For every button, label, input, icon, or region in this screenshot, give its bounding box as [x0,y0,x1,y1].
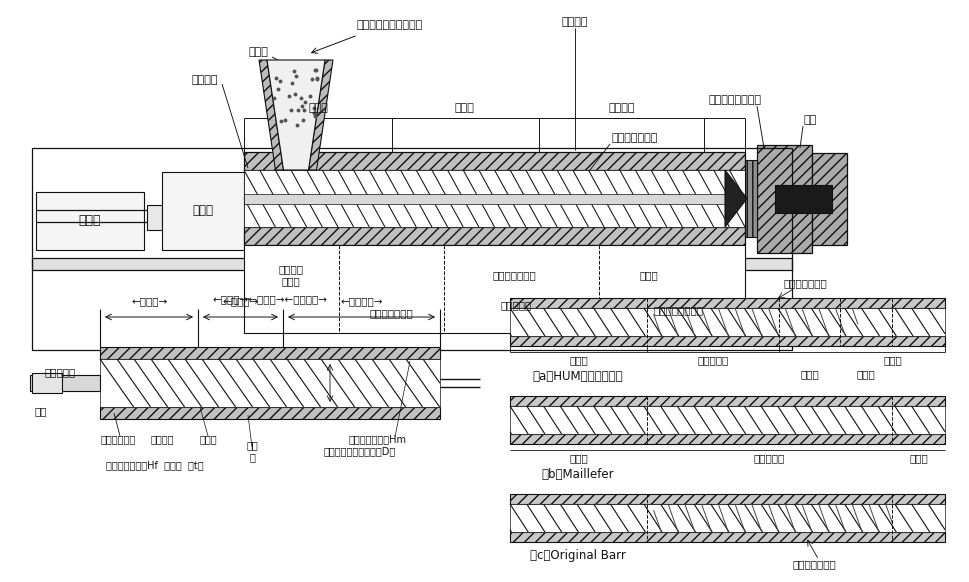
Text: ←供給部→: ←供給部→ [131,296,168,306]
Text: ←計量化部→: ←計量化部→ [340,296,383,306]
Bar [32,148,791,350]
Text: 混合笰: 混合笰 [799,369,818,379]
Text: ダイ: ダイ [802,115,816,125]
Text: 溶融遅延
ゾーン: 溶融遅延 ゾーン [278,264,303,286]
Text: 溶融促進部: 溶融促進部 [697,355,728,365]
Text: スクリュ軸: スクリュ軸 [45,367,77,377]
Bar [244,170,744,227]
Polygon shape [308,60,332,170]
Bar [244,245,744,333]
Bar [100,359,440,407]
Text: 減速機: 減速機 [192,204,213,218]
Text: スクリュ基部: スクリュ基部 [100,434,136,444]
Text: ピッチスクリュ外径（D）: ピッチスクリュ外径（D） [324,446,395,456]
Text: スクリュ: スクリュ [191,75,218,85]
Text: 供給部: 供給部 [308,103,328,113]
Bar [811,153,846,245]
Bar [244,193,724,204]
Text: （b）Maillefer: （b）Maillefer [541,467,613,481]
Text: 圧縮部: 圧縮部 [453,103,474,113]
Text: 成形材料（粉，粒体）: 成形材料（粉，粒体） [357,20,422,30]
Text: 計量部: 計量部 [882,355,901,365]
Bar [30,375,100,391]
Text: ←供給部→←圧縮部→←計量化部→: ←供給部→←圧縮部→←計量化部→ [212,294,328,304]
Bar [36,192,143,250]
Text: ネジレ角: ネジレ角 [150,434,173,444]
Bar [756,145,811,253]
Text: 計量化部: 計量化部 [609,103,635,113]
Bar [510,396,944,406]
Polygon shape [266,60,325,170]
Text: 溶融体輸送ゾーン: 溶融体輸送ゾーン [653,305,703,315]
Bar [510,308,944,336]
Bar [244,227,744,245]
Text: ブレーカプレート: ブレーカプレート [707,95,761,105]
Bar [32,258,791,270]
Bar [162,172,244,250]
Text: フィード溝深さHf  ネジ山  （t）: フィード溝深さHf ネジ山 （t） [106,460,203,470]
Text: 固体輸送ゾーン: 固体輸送ゾーン [369,308,413,318]
Text: モータ: モータ [78,215,101,228]
Text: （c）Original Barr: （c）Original Barr [529,549,625,562]
Text: スク
溝: スク 溝 [246,440,258,462]
Text: 供給部: 供給部 [569,453,587,463]
Text: ←圧縮部→: ←圧縮部→ [222,296,259,306]
Bar [510,494,944,504]
Text: ソリッドベッド: ソリッドベッド [491,270,535,280]
Bar [100,407,440,419]
Text: キー: キー [35,406,47,416]
Text: スクリュネジ山: スクリュネジ山 [611,133,658,143]
Bar [510,532,944,542]
Text: 溶融ゾーン: 溶融ゾーン [500,300,531,310]
Text: バリアフライト: バリアフライト [792,559,835,569]
Polygon shape [259,60,283,170]
Polygon shape [724,170,746,227]
Text: 計量化部溝深さHm: 計量化部溝深さHm [349,434,407,444]
Text: リュ谷: リュ谷 [199,434,217,444]
Text: シリンダ: シリンダ [561,17,587,27]
Bar [510,298,944,308]
Bar [510,504,944,532]
Bar [744,160,756,237]
Text: バリアフライト: バリアフライト [783,278,827,288]
Text: 溶融促進部: 溶融促進部 [753,453,784,463]
Bar [147,205,162,230]
Text: （a）HUM（東苝機械）: （a）HUM（東苝機械） [532,370,623,382]
Bar [510,406,944,434]
Text: 供給部: 供給部 [569,355,587,365]
Bar [32,373,62,393]
Bar [100,347,440,359]
Bar [774,184,831,212]
Bar [244,152,744,170]
Text: ホッパ: ホッパ [248,47,267,57]
Text: 計量部: 計量部 [908,453,927,463]
Bar [510,336,944,346]
Bar [510,434,944,444]
Text: 均質笰: 均質笰 [856,369,874,379]
Text: 溶融体: 溶融体 [639,270,658,280]
